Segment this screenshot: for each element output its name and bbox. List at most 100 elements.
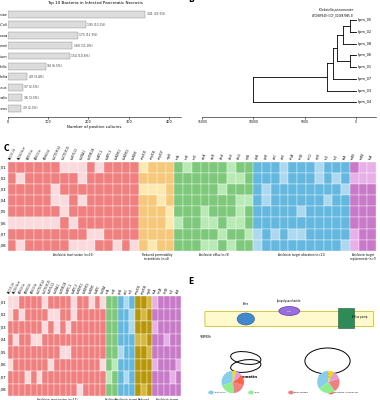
Bar <box>43 195 51 206</box>
Bar <box>124 371 129 384</box>
Text: ANT(3)-Ia: ANT(3)-Ia <box>26 148 35 160</box>
Bar <box>113 229 122 240</box>
Bar <box>227 240 236 251</box>
Bar <box>332 229 341 240</box>
Bar <box>297 206 306 218</box>
Text: catB3: catB3 <box>351 152 357 160</box>
Bar <box>25 173 34 184</box>
Bar <box>106 321 112 334</box>
Bar <box>106 308 112 321</box>
Bar <box>8 173 16 184</box>
Text: kpm_03: kpm_03 <box>357 89 371 93</box>
Bar <box>112 296 118 308</box>
Bar <box>36 334 43 346</box>
Text: blaCTX-M-14: blaCTX-M-14 <box>36 279 46 295</box>
Bar <box>174 173 183 184</box>
Bar <box>227 218 236 229</box>
Bar <box>34 173 43 184</box>
Bar <box>350 218 359 229</box>
Circle shape <box>329 391 333 394</box>
Bar <box>87 173 95 184</box>
Bar <box>43 173 51 184</box>
Bar <box>95 206 104 218</box>
Bar <box>166 173 174 184</box>
Bar <box>245 218 253 229</box>
Bar <box>66 321 71 334</box>
Bar <box>245 162 253 173</box>
Bar <box>19 321 25 334</box>
Bar <box>315 229 323 240</box>
Bar <box>89 308 95 321</box>
Bar <box>104 173 113 184</box>
Bar <box>95 162 104 173</box>
Bar <box>122 195 130 206</box>
Bar <box>48 346 54 358</box>
Bar <box>201 184 209 195</box>
Bar <box>16 206 25 218</box>
Text: ompK36: ompK36 <box>140 284 148 295</box>
Text: rcpA: rcpA <box>245 154 252 160</box>
Bar <box>87 195 95 206</box>
Text: kpm_02: kpm_02 <box>357 30 371 34</box>
Bar <box>83 321 89 334</box>
Bar <box>19 371 25 384</box>
Bar <box>152 321 158 334</box>
Bar <box>69 173 78 184</box>
Bar <box>71 346 77 358</box>
Circle shape <box>209 391 213 394</box>
Bar <box>218 195 227 206</box>
Bar <box>13 321 19 334</box>
Bar <box>106 384 112 396</box>
Bar <box>135 334 141 346</box>
Bar <box>297 229 306 240</box>
Bar <box>113 162 122 173</box>
Bar <box>25 371 31 384</box>
Bar <box>209 173 218 184</box>
Bar <box>147 384 152 396</box>
Bar <box>95 240 104 251</box>
Text: sul2: sul2 <box>169 288 175 295</box>
Bar <box>280 206 288 218</box>
Bar <box>209 184 218 195</box>
Text: Antibiotic inactivation (n=15): Antibiotic inactivation (n=15) <box>53 253 93 257</box>
Text: kpnF: kpnF <box>228 153 234 160</box>
Bar <box>359 218 367 229</box>
Bar <box>350 206 359 218</box>
Bar <box>332 162 341 173</box>
Bar <box>315 206 323 218</box>
Bar <box>83 308 89 321</box>
Bar <box>245 240 253 251</box>
Bar <box>164 321 170 334</box>
Bar <box>280 229 288 240</box>
Text: Antibiotic inactivation (n=17): Antibiotic inactivation (n=17) <box>36 398 77 400</box>
Bar <box>218 218 227 229</box>
Bar <box>95 334 100 346</box>
Text: tet(B): tet(B) <box>298 152 305 160</box>
Text: parE: parE <box>280 154 287 160</box>
Text: blaKPC-3: blaKPC-3 <box>71 283 79 295</box>
Bar <box>350 184 359 195</box>
Bar <box>51 162 60 173</box>
Text: blaTEM-1B: blaTEM-1B <box>87 146 97 160</box>
Bar <box>118 334 124 346</box>
Bar <box>118 371 124 384</box>
Bar <box>60 384 66 396</box>
Bar <box>218 240 227 251</box>
Text: acrA: acrA <box>175 154 181 160</box>
Text: acrB: acrB <box>111 288 117 295</box>
Bar <box>141 334 147 346</box>
Bar <box>152 384 158 396</box>
Bar <box>124 334 129 346</box>
Bar <box>183 206 192 218</box>
Bar <box>112 384 118 396</box>
Bar <box>87 162 95 173</box>
Bar <box>25 195 34 206</box>
Bar <box>350 240 359 251</box>
Bar <box>69 229 78 240</box>
Text: fosA: fosA <box>368 154 374 160</box>
Bar <box>359 229 367 240</box>
Bar <box>147 371 152 384</box>
Bar <box>25 296 31 308</box>
Bar <box>8 42 72 49</box>
Bar <box>359 184 367 195</box>
